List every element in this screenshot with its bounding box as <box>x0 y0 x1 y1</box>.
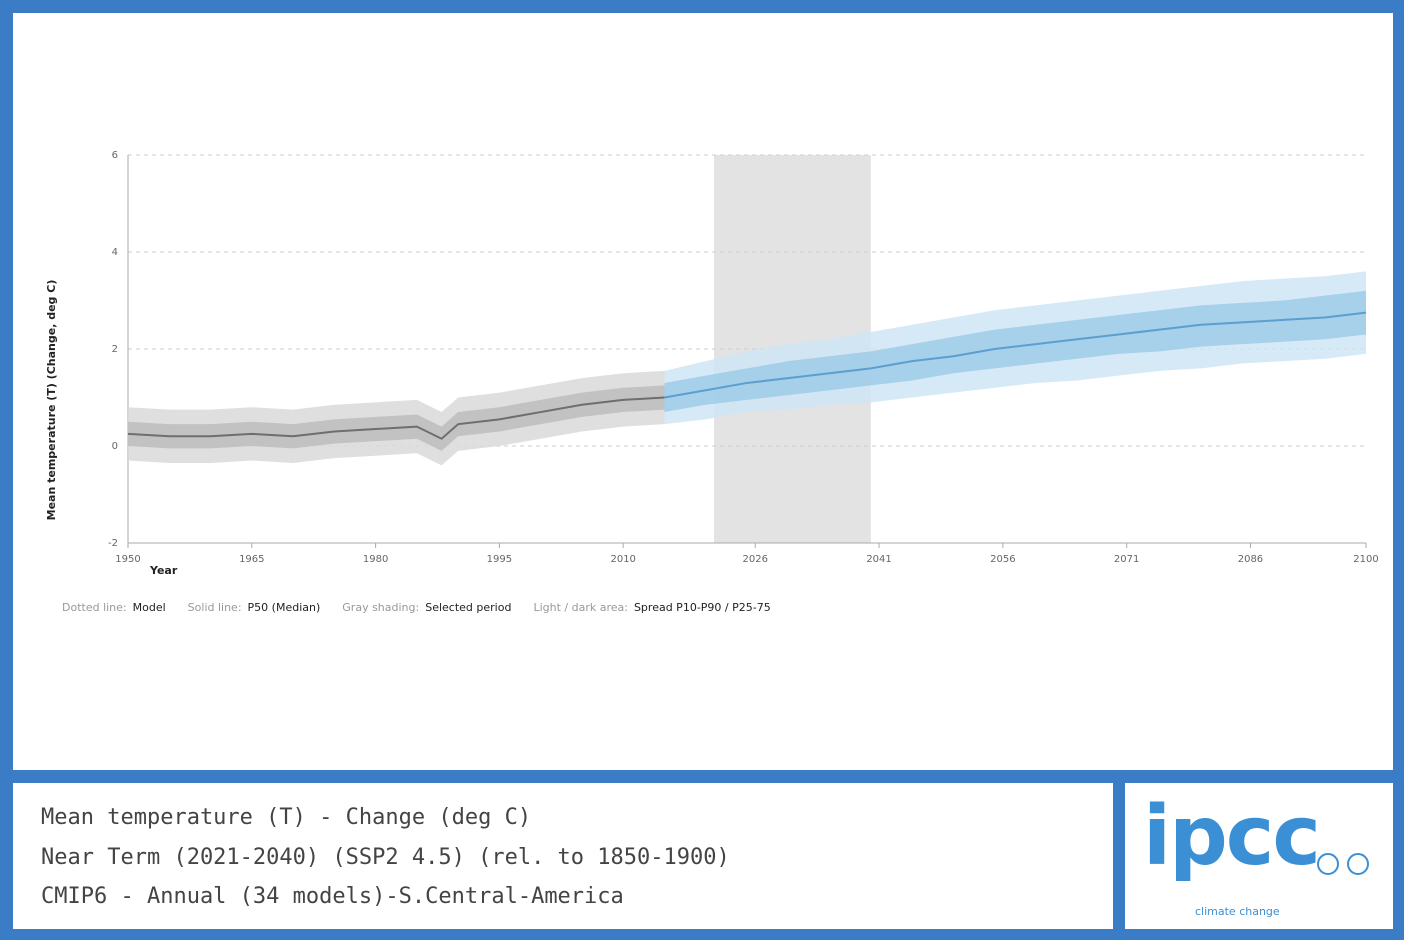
wmo-emblem <box>1347 853 1369 875</box>
info-frame: Mean temperature (T) - Change (deg C) Ne… <box>8 778 1118 934</box>
legend-key: Dotted line: <box>62 601 127 614</box>
x-axis-label: Year <box>149 564 178 577</box>
info-line: Mean temperature (T) - Change (deg C) <box>41 805 532 830</box>
logo-frame: ipcc climate change <box>1120 778 1398 934</box>
y-tick-label: -2 <box>108 538 118 549</box>
median-line <box>127 396 665 440</box>
legend-text: Spread P10-P90 / P25-75 <box>634 601 771 614</box>
info-line: CMIP6 - Annual (34 models)-S.Central-Ame… <box>41 884 624 909</box>
y-tick-label: 2 <box>112 344 118 355</box>
info-line: Near Term (2021-2040) (SSP2 4.5) (rel. t… <box>41 845 730 870</box>
x-tick-label: 2086 <box>1238 554 1263 565</box>
y-axis-label: Mean temperature (T) (Change, deg C) <box>45 280 58 521</box>
un-emblem <box>1317 853 1339 875</box>
legend-key: Gray shading: <box>342 601 419 614</box>
logo: ipcc <box>1143 789 1321 884</box>
x-tick-label: 2056 <box>990 554 1015 565</box>
x-tick-label: 2010 <box>610 554 635 565</box>
y-tick-label: 4 <box>112 247 118 258</box>
x-tick-label: 1980 <box>363 554 388 565</box>
x-tick-label: 2026 <box>743 554 768 565</box>
x-tick-label: 2071 <box>1114 554 1139 565</box>
x-tick-label: 1950 <box>115 554 140 565</box>
legend-text: Selected period <box>425 601 511 614</box>
logo-subtitle: climate change <box>1195 905 1280 918</box>
legend-key: Light / dark area: <box>533 601 628 614</box>
x-tick-label: 1995 <box>487 554 512 565</box>
legend-text: Model <box>133 601 166 614</box>
y-tick-label: 6 <box>112 150 118 161</box>
x-tick-label: 2041 <box>866 554 891 565</box>
x-tick-label: 1965 <box>239 554 264 565</box>
y-tick-label: 0 <box>112 441 118 452</box>
x-tick-label: 2100 <box>1353 554 1378 565</box>
spread-area <box>664 290 1366 413</box>
median-line <box>664 311 1367 399</box>
legend-key: Solid line: <box>188 601 242 614</box>
legend-text: P50 (Median) <box>248 601 321 614</box>
